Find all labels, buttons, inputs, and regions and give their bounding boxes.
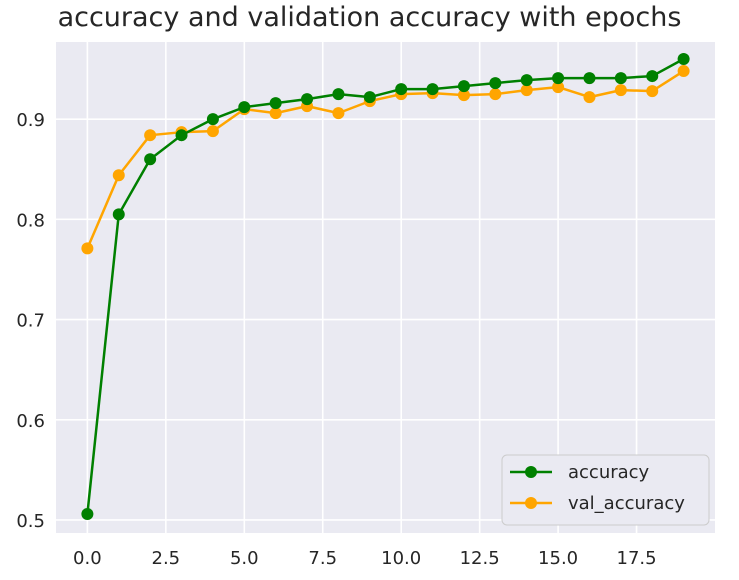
data-point-accuracy [614, 72, 627, 85]
legend-box [501, 454, 710, 526]
data-point-val-accuracy [144, 129, 157, 142]
data-point-val-accuracy [81, 242, 94, 255]
data-point-val-accuracy [520, 84, 533, 97]
data-point-val-accuracy [206, 125, 219, 138]
y-tick-label: 0.7 [16, 311, 45, 332]
x-tick-label: 12.5 [460, 548, 500, 569]
data-point-accuracy [646, 70, 659, 83]
x-tick-label: 2.5 [152, 548, 181, 569]
x-tick-label: 10.0 [381, 548, 421, 569]
data-series [81, 53, 690, 520]
y-tick-label: 0.6 [16, 411, 45, 432]
data-point-val-accuracy [269, 107, 282, 120]
legend-label-val-accuracy: val_accuracy [568, 493, 685, 514]
y-tick-labels: 0.5 0.6 0.7 0.8 0.9 [16, 110, 45, 532]
x-tick-label: 0.0 [73, 548, 102, 569]
data-point-accuracy [81, 507, 94, 520]
legend-marker-val-accuracy [525, 497, 537, 509]
data-point-accuracy [112, 208, 125, 221]
data-point-val-accuracy [552, 81, 565, 94]
data-point-accuracy [144, 153, 157, 166]
data-point-accuracy [301, 93, 314, 106]
x-tick-labels: 0.0 2.5 5.0 7.5 10.0 12.5 15.0 17.5 [73, 548, 657, 569]
data-point-val-accuracy [457, 89, 470, 102]
x-tick-label: 7.5 [308, 548, 337, 569]
data-point-val-accuracy [583, 91, 596, 104]
data-point-accuracy [489, 77, 502, 90]
data-point-val-accuracy [489, 88, 502, 101]
y-tick-label: 0.5 [16, 511, 45, 532]
data-point-accuracy [175, 129, 188, 142]
chart-title: accuracy and validation accuracy with ep… [57, 2, 682, 33]
y-tick-label: 0.8 [16, 210, 45, 231]
data-point-accuracy [583, 72, 596, 85]
y-tick-label: 0.9 [16, 110, 45, 131]
data-point-accuracy [269, 97, 282, 110]
data-point-val-accuracy [646, 85, 659, 98]
x-tick-label: 15.0 [538, 548, 578, 569]
data-point-accuracy [206, 113, 219, 126]
data-point-val-accuracy [112, 169, 125, 182]
data-point-val-accuracy [614, 84, 627, 97]
data-point-val-accuracy [677, 65, 690, 78]
data-point-accuracy [426, 83, 439, 96]
grid-lines [56, 42, 715, 533]
x-tick-label: 5.0 [230, 548, 259, 569]
data-point-accuracy [238, 101, 251, 114]
data-point-accuracy [552, 72, 565, 85]
data-point-val-accuracy [332, 107, 345, 120]
data-point-accuracy [677, 53, 690, 66]
data-point-accuracy [395, 83, 408, 96]
data-point-accuracy [363, 91, 376, 104]
data-point-accuracy [520, 74, 533, 87]
legend-marker-accuracy [525, 466, 537, 478]
data-point-accuracy [457, 80, 470, 93]
x-tick-label: 17.5 [617, 548, 657, 569]
data-point-accuracy [332, 88, 345, 101]
legend-label-accuracy: accuracy [568, 462, 650, 483]
legend: accuracy val_accuracy [501, 454, 710, 526]
